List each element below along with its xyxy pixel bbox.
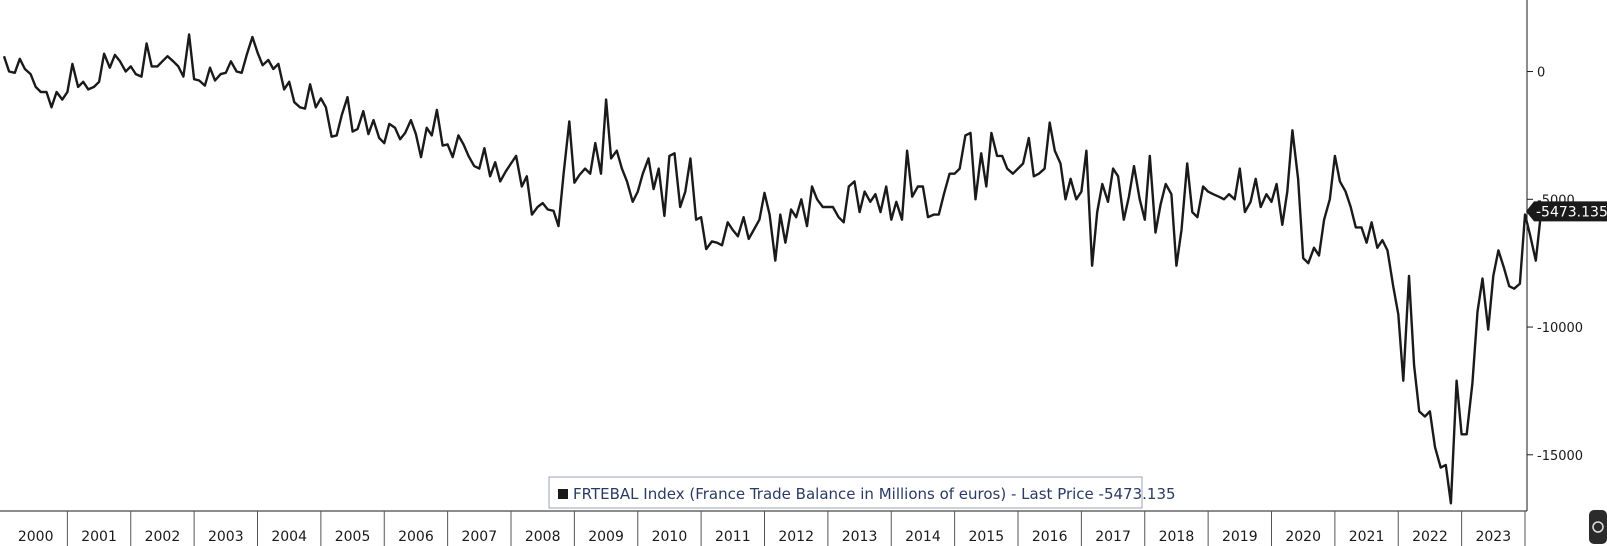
x-tick-label: 2005 (335, 529, 371, 545)
x-axis: 2000 2001 2002 2003 2004 2005 2006 2007 2008 2009… (0, 510, 1527, 546)
x-tick-label: 2001 (81, 529, 117, 545)
last-price-badge (1526, 201, 1607, 222)
legend-swatch (558, 489, 568, 499)
x-tick-label: 2022 (1412, 529, 1448, 545)
x-tick-label: 2016 (1032, 529, 1068, 545)
legend-box (548, 476, 1143, 509)
x-tick-label: 2008 (525, 529, 561, 545)
x-tick-label: 2003 (208, 529, 244, 545)
corner-icon[interactable] (1589, 510, 1607, 544)
x-tick-label: 2010 (652, 529, 688, 545)
y-tick-label: -15000 (1537, 449, 1583, 464)
x-tick-label: 2000 (18, 529, 54, 545)
y-tick-label: 0 (1537, 66, 1545, 81)
x-tick-label: 2014 (905, 529, 941, 545)
x-tick-label: 2011 (715, 529, 751, 545)
x-tick-label: 2012 (778, 529, 814, 545)
x-tick-label: 2006 (398, 529, 434, 545)
legend: FRTEBAL Index (France Trade Balance in M… (548, 476, 1176, 509)
x-tick-label: 2018 (1159, 529, 1195, 545)
x-tick-label: 2013 (842, 529, 878, 545)
x-tick-label: 2007 (461, 529, 497, 545)
last-price-tag: -5473.135 (1526, 201, 1607, 222)
x-tick-label: 2017 (1095, 529, 1131, 545)
x-tick-label: 2019 (1222, 529, 1258, 545)
series-layer (2, 33, 1547, 505)
x-tick-label: 2021 (1349, 529, 1385, 545)
x-tick-label: 2023 (1475, 529, 1511, 545)
x-tick-label: 2015 (968, 529, 1004, 545)
legend-label: FRTEBAL Index (France Trade Balance in M… (573, 485, 1176, 503)
x-tick-label: 2020 (1285, 529, 1321, 545)
x-tick-label: 2009 (588, 529, 624, 545)
y-tick-label: -10000 (1537, 321, 1583, 336)
last-price-label: -5473.135 (1536, 204, 1607, 220)
series-line-0 (2, 33, 1547, 505)
x-tick-label: 2002 (145, 529, 181, 545)
x-tick-label: 2004 (271, 529, 307, 545)
